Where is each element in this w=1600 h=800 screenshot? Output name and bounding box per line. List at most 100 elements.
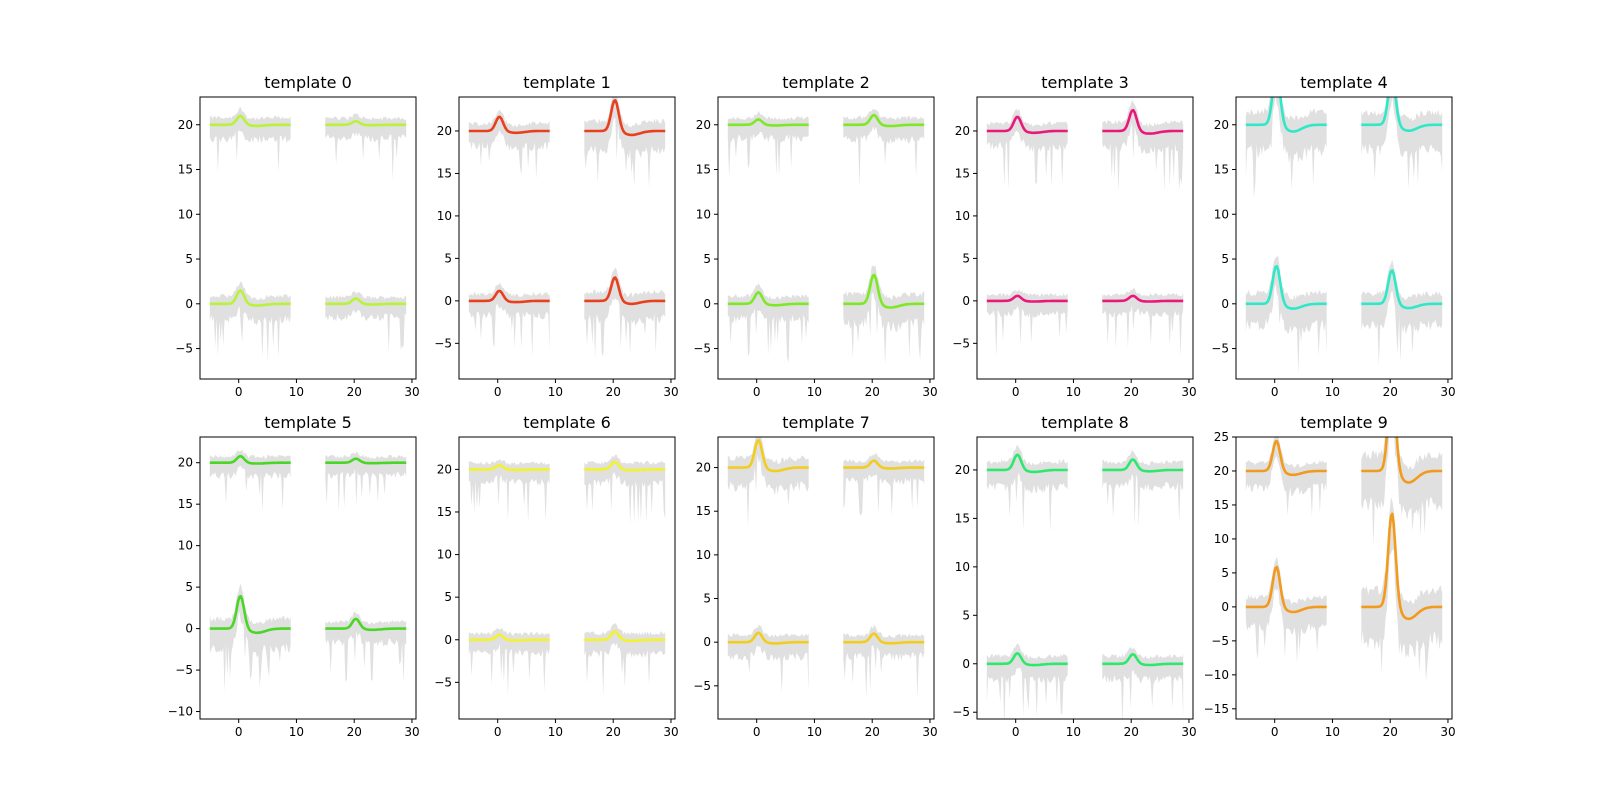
y-tick-label: 15 — [1214, 163, 1229, 177]
y-tick-label: −5 — [1211, 634, 1229, 648]
y-tick-label: −10 — [168, 705, 193, 719]
variance-band — [986, 108, 1068, 191]
series-line — [1102, 108, 1184, 135]
series-line — [584, 99, 666, 137]
y-tick-label: −5 — [693, 679, 711, 693]
variance-band — [1245, 256, 1327, 375]
y-tick-label: 10 — [437, 209, 452, 223]
y-tick-label: 15 — [955, 166, 970, 180]
panel-0: template 0 0 10 20 30 −5 0 5 10 15 20 — [175, 73, 419, 399]
series-line — [325, 617, 407, 632]
y-tick-label: 20 — [955, 124, 970, 138]
y-tick-label: 10 — [178, 539, 193, 553]
series-line — [1245, 565, 1327, 614]
y-tick-label: 5 — [1221, 566, 1229, 580]
y-tick-label: −5 — [434, 336, 452, 350]
y-tick-label: 0 — [962, 657, 970, 671]
variance-band — [325, 113, 407, 181]
series-line — [209, 454, 291, 465]
axes-frame — [199, 96, 417, 380]
series-line — [209, 289, 291, 307]
variance-band — [584, 267, 666, 359]
x-tick-label: 20 — [606, 725, 621, 739]
y-tick-label: 5 — [962, 251, 970, 265]
series-line — [986, 453, 1068, 474]
x-tick-label: 20 — [865, 385, 880, 399]
y-tick-label: −5 — [952, 336, 970, 350]
series-line — [1361, 97, 1443, 132]
x-tick-label: 0 — [1012, 725, 1020, 739]
x-tick-label: 20 — [865, 725, 880, 739]
series-line — [1361, 437, 1443, 484]
variance-band — [843, 265, 925, 365]
y-tick-label: 20 — [437, 124, 452, 138]
series-line — [843, 113, 925, 128]
variance-band — [1361, 497, 1443, 682]
series-line — [843, 273, 925, 309]
series-line — [209, 114, 291, 128]
y-tick-label: 10 — [1214, 532, 1229, 546]
x-tick-label: 10 — [548, 385, 563, 399]
variance-band — [1102, 288, 1184, 358]
variance-band — [584, 97, 666, 188]
y-tick-label: 5 — [1221, 252, 1229, 266]
panel-9: template 9 0 10 20 30 −15 −10 −5 0 5 10 15 20 25 — [1204, 413, 1456, 739]
y-tick-label: 10 — [178, 207, 193, 221]
y-tick-label: 20 — [1214, 464, 1229, 478]
x-tick-label: 10 — [1066, 385, 1081, 399]
variance-band — [727, 110, 809, 178]
y-tick-label: −5 — [175, 342, 193, 356]
series-line — [1361, 269, 1443, 310]
y-tick-label: 0 — [185, 622, 193, 636]
y-tick-label: 15 — [178, 497, 193, 511]
plot-area — [209, 107, 407, 363]
x-tick-label: 30 — [1181, 385, 1196, 399]
y-tick-label: 0 — [1221, 297, 1229, 311]
panel-title: template 8 — [1041, 413, 1129, 432]
x-tick-label: 0 — [1012, 385, 1020, 399]
variance-band — [843, 452, 925, 516]
axes-frame — [717, 436, 935, 720]
series-line — [727, 291, 809, 307]
x-tick-label: 30 — [1440, 725, 1455, 739]
panel-2: template 2 0 10 20 30 −5 0 5 10 15 20 — [693, 73, 937, 399]
variance-band — [1361, 259, 1443, 366]
axes-frame — [458, 436, 676, 720]
y-tick-label: 0 — [444, 294, 452, 308]
x-tick-label: 20 — [347, 725, 362, 739]
series-line — [1102, 458, 1184, 473]
variance-band — [1102, 449, 1184, 527]
axes-frame — [976, 96, 1194, 380]
y-tick-label: 5 — [962, 608, 970, 622]
panel-title: template 1 — [523, 73, 611, 92]
series-line — [468, 115, 550, 135]
y-tick-label: 10 — [955, 560, 970, 574]
series-line — [325, 120, 407, 127]
axes-frame — [717, 96, 935, 380]
series-line — [727, 118, 809, 127]
x-tick-label: 30 — [1440, 385, 1455, 399]
axes-frame — [1235, 436, 1453, 720]
y-tick-label: 0 — [1221, 600, 1229, 614]
x-tick-label: 20 — [1124, 725, 1139, 739]
y-tick-label: 5 — [703, 252, 711, 266]
series-line — [584, 276, 666, 306]
y-tick-label: 0 — [444, 633, 452, 647]
x-tick-label: 20 — [606, 385, 621, 399]
x-tick-label: 20 — [1383, 725, 1398, 739]
y-tick-label: 10 — [696, 548, 711, 562]
variance-band — [325, 291, 407, 353]
y-tick-label: 5 — [444, 590, 452, 604]
variance-band — [1102, 647, 1184, 719]
y-tick-label: 15 — [178, 163, 193, 177]
series-line — [1361, 512, 1443, 621]
y-tick-label: −5 — [434, 675, 452, 689]
series-line — [727, 631, 809, 645]
x-tick-label: 0 — [235, 385, 243, 399]
variance-band — [584, 623, 666, 697]
variance-band — [209, 583, 291, 692]
variance-band — [986, 445, 1068, 533]
x-tick-label: 30 — [663, 385, 678, 399]
variance-band — [1361, 437, 1443, 546]
plot-area — [468, 97, 666, 359]
